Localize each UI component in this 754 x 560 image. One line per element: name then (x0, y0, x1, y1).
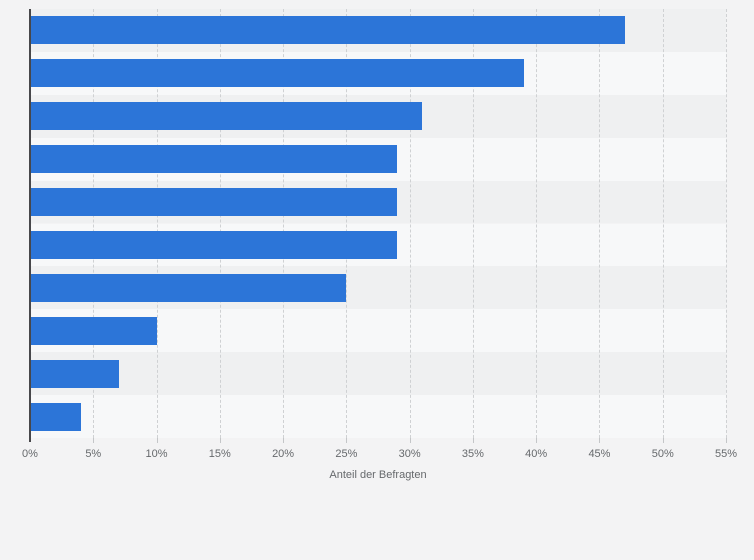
x-tick-label: 25% (335, 448, 358, 460)
x-axis-title: Anteil der Befragten (329, 469, 427, 481)
gridline (472, 9, 474, 438)
bar[interactable] (30, 59, 524, 88)
bar[interactable] (30, 230, 397, 259)
bar[interactable] (30, 316, 157, 345)
bar[interactable] (30, 359, 119, 388)
bar[interactable] (30, 402, 81, 431)
x-tick (346, 438, 348, 443)
gridline (726, 9, 727, 438)
gridline (93, 9, 95, 438)
x-tick (156, 438, 158, 443)
plot-area (30, 9, 727, 438)
x-tick (726, 438, 727, 443)
x-tick-label: 0% (22, 448, 38, 460)
x-tick (662, 438, 664, 443)
y-axis-line (29, 9, 31, 442)
x-tick (472, 438, 474, 443)
x-tick-label: 20% (272, 448, 295, 460)
gridline (283, 9, 285, 438)
gridline (219, 9, 221, 438)
bar[interactable] (30, 188, 397, 217)
x-tick-label: 5% (85, 448, 102, 460)
bar[interactable] (30, 145, 397, 174)
x-tick (219, 438, 221, 443)
gridline (156, 9, 158, 438)
gridline (346, 9, 348, 438)
x-tick-label: 45% (588, 448, 611, 460)
x-tick-label: 10% (145, 448, 168, 460)
bar[interactable] (30, 102, 423, 131)
gridline (599, 9, 601, 438)
x-tick-label: 50% (651, 448, 674, 460)
bar[interactable] (30, 273, 347, 302)
x-tick (599, 438, 601, 443)
gridline (536, 9, 538, 438)
x-tick-label: 55% (714, 448, 738, 460)
gridline (409, 9, 411, 438)
x-tick-label: 15% (208, 448, 231, 460)
x-tick-label: 40% (525, 448, 548, 460)
x-tick (283, 438, 285, 443)
x-tick (409, 438, 411, 443)
bar[interactable] (30, 16, 625, 45)
gridline (662, 9, 664, 438)
x-tick (93, 438, 95, 443)
x-tick-label: 30% (398, 448, 421, 460)
x-tick (536, 438, 538, 443)
row-band (30, 395, 726, 438)
x-tick-label: 35% (461, 448, 484, 460)
row-band (30, 352, 726, 396)
